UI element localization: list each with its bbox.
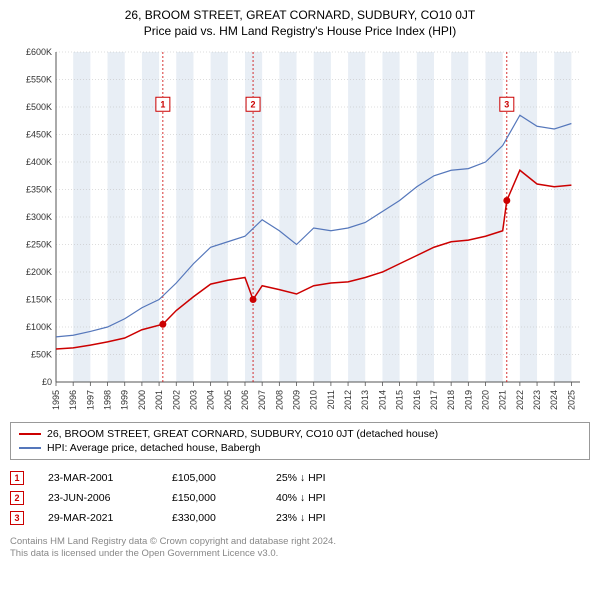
marker-date: 23-MAR-2001 [48,472,148,484]
svg-text:£550K: £550K [26,75,52,85]
legend-label: 26, BROOM STREET, GREAT CORNARD, SUDBURY… [47,428,438,440]
svg-text:£500K: £500K [26,102,52,112]
svg-text:2025: 2025 [566,390,576,410]
svg-text:2003: 2003 [188,390,198,410]
marker-row: 2 23-JUN-2006 £150,000 40% ↓ HPI [10,488,590,508]
svg-text:2016: 2016 [412,390,422,410]
svg-text:1999: 1999 [120,390,130,410]
svg-text:2022: 2022 [515,390,525,410]
legend-swatch [19,447,41,449]
svg-text:2021: 2021 [498,390,508,410]
svg-text:2013: 2013 [360,390,370,410]
svg-text:2019: 2019 [463,390,473,410]
marker-number-box: 3 [10,511,24,525]
svg-text:£50K: £50K [31,350,52,360]
svg-text:2012: 2012 [343,390,353,410]
svg-text:1997: 1997 [85,390,95,410]
chart-subtitle: Price paid vs. HM Land Registry's House … [10,24,590,38]
legend-swatch [19,433,41,435]
svg-text:2009: 2009 [292,390,302,410]
svg-text:£350K: £350K [26,185,52,195]
chart-title: 26, BROOM STREET, GREAT CORNARD, SUDBURY… [10,8,590,22]
svg-text:1998: 1998 [103,390,113,410]
svg-text:£600K: £600K [26,47,52,57]
svg-text:3: 3 [504,99,509,109]
marker-row: 3 29-MAR-2021 £330,000 23% ↓ HPI [10,508,590,528]
svg-text:1996: 1996 [68,390,78,410]
footnote: Contains HM Land Registry data © Crown c… [10,536,590,561]
svg-text:2006: 2006 [240,390,250,410]
svg-text:2002: 2002 [171,390,181,410]
footnote-line1: Contains HM Land Registry data © Crown c… [10,536,590,548]
svg-text:2010: 2010 [309,390,319,410]
svg-text:2001: 2001 [154,390,164,410]
marker-date: 29-MAR-2021 [48,512,148,524]
svg-text:2004: 2004 [206,390,216,410]
legend-row: 26, BROOM STREET, GREAT CORNARD, SUDBURY… [19,427,581,441]
svg-text:2000: 2000 [137,390,147,410]
marker-price: £150,000 [172,492,252,504]
svg-text:£150K: £150K [26,295,52,305]
svg-text:£400K: £400K [26,157,52,167]
svg-text:£100K: £100K [26,322,52,332]
marker-pct: 25% ↓ HPI [276,472,356,484]
footnote-line2: This data is licensed under the Open Gov… [10,548,590,560]
legend-row: HPI: Average price, detached house, Babe… [19,441,581,455]
marker-table: 1 23-MAR-2001 £105,000 25% ↓ HPI 2 23-JUN-200… [10,468,590,528]
svg-text:2005: 2005 [223,390,233,410]
price-chart: £0 £50K £100K £150K £200K £250K £300K £350K £400… [10,44,590,414]
marker-date: 23-JUN-2006 [48,492,148,504]
svg-text:2017: 2017 [429,390,439,410]
marker-price: £105,000 [172,472,252,484]
svg-text:2020: 2020 [481,390,491,410]
svg-text:2018: 2018 [446,390,456,410]
svg-text:£300K: £300K [26,212,52,222]
svg-text:£250K: £250K [26,240,52,250]
marker-pct: 40% ↓ HPI [276,492,356,504]
svg-text:2007: 2007 [257,390,267,410]
svg-text:1995: 1995 [51,390,61,410]
svg-text:2008: 2008 [274,390,284,410]
marker-row: 1 23-MAR-2001 £105,000 25% ↓ HPI [10,468,590,488]
svg-text:2023: 2023 [532,390,542,410]
legend-box: 26, BROOM STREET, GREAT CORNARD, SUDBURY… [10,422,590,460]
legend-label: HPI: Average price, detached house, Babe… [47,442,260,454]
svg-text:2014: 2014 [377,390,387,410]
chart-svg: £0 £50K £100K £150K £200K £250K £300K £350K £400… [10,44,590,414]
svg-text:£450K: £450K [26,130,52,140]
svg-text:2: 2 [251,99,256,109]
svg-text:£0: £0 [42,377,52,387]
svg-text:£200K: £200K [26,267,52,277]
svg-text:2015: 2015 [395,390,405,410]
marker-pct: 23% ↓ HPI [276,512,356,524]
marker-number-box: 1 [10,471,24,485]
svg-text:2024: 2024 [549,390,559,410]
svg-text:2011: 2011 [326,390,336,409]
svg-text:1: 1 [160,99,165,109]
marker-number-box: 2 [10,491,24,505]
marker-price: £330,000 [172,512,252,524]
